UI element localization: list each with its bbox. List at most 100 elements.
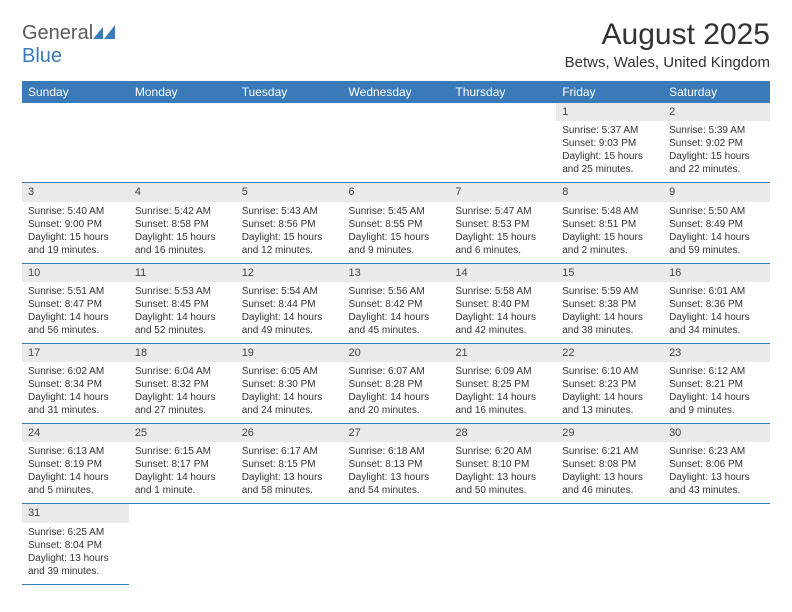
calendar-cell-empty (663, 504, 770, 584)
sunrise-line: Sunrise: 6:21 AM (562, 445, 657, 458)
day-body: Sunrise: 6:05 AMSunset: 8:30 PMDaylight:… (236, 362, 343, 423)
brand-name-a: General (22, 22, 93, 44)
day-body: Sunrise: 5:48 AMSunset: 8:51 PMDaylight:… (556, 202, 663, 263)
daylight-line: Daylight: 15 hours and 19 minutes. (28, 231, 123, 257)
daylight-line: Daylight: 13 hours and 50 minutes. (455, 471, 550, 497)
calendar-cell-empty (129, 504, 236, 584)
page-header: GeneralBlue August 2025 Betws, Wales, Un… (22, 18, 770, 71)
calendar-cell: 8Sunrise: 5:48 AMSunset: 8:51 PMDaylight… (556, 183, 663, 263)
day-body: Sunrise: 6:13 AMSunset: 8:19 PMDaylight:… (22, 442, 129, 503)
daylight-line: Daylight: 14 hours and 5 minutes. (28, 471, 123, 497)
daylight-line: Daylight: 13 hours and 39 minutes. (28, 552, 123, 578)
location-text: Betws, Wales, United Kingdom (565, 54, 770, 71)
title-block: August 2025 Betws, Wales, United Kingdom (565, 18, 770, 71)
sunrise-line: Sunrise: 6:09 AM (455, 365, 550, 378)
day-number: 8 (556, 183, 663, 201)
calendar-cell: 21Sunrise: 6:09 AMSunset: 8:25 PMDayligh… (449, 343, 556, 423)
calendar-cell: 27Sunrise: 6:18 AMSunset: 8:13 PMDayligh… (343, 424, 450, 504)
sunset-line: Sunset: 8:40 PM (455, 298, 550, 311)
sunset-line: Sunset: 8:28 PM (349, 378, 444, 391)
sunset-line: Sunset: 8:08 PM (562, 458, 657, 471)
day-body: Sunrise: 6:02 AMSunset: 8:34 PMDaylight:… (22, 362, 129, 423)
daylight-line: Daylight: 13 hours and 43 minutes. (669, 471, 764, 497)
day-number: 2 (663, 103, 770, 121)
day-number: 12 (236, 264, 343, 282)
calendar-cell: 3Sunrise: 5:40 AMSunset: 9:00 PMDaylight… (22, 183, 129, 263)
daylight-line: Daylight: 15 hours and 12 minutes. (242, 231, 337, 257)
calendar-cell: 31Sunrise: 6:25 AMSunset: 8:04 PMDayligh… (22, 504, 129, 584)
day-number: 10 (22, 264, 129, 282)
daylight-line: Daylight: 14 hours and 56 minutes. (28, 311, 123, 337)
day-body: Sunrise: 5:56 AMSunset: 8:42 PMDaylight:… (343, 282, 450, 343)
daylight-line: Daylight: 14 hours and 59 minutes. (669, 231, 764, 257)
calendar-cell-empty (236, 103, 343, 183)
day-number: 24 (22, 424, 129, 442)
daylight-line: Daylight: 14 hours and 49 minutes. (242, 311, 337, 337)
calendar-cell-empty (449, 504, 556, 584)
calendar-cell-empty (556, 504, 663, 584)
daylight-line: Daylight: 15 hours and 22 minutes. (669, 150, 764, 176)
calendar-cell: 19Sunrise: 6:05 AMSunset: 8:30 PMDayligh… (236, 343, 343, 423)
calendar-cell: 18Sunrise: 6:04 AMSunset: 8:32 PMDayligh… (129, 343, 236, 423)
sunset-line: Sunset: 8:34 PM (28, 378, 123, 391)
brand-logo: GeneralBlue (22, 22, 115, 68)
day-number: 1 (556, 103, 663, 121)
daylight-line: Daylight: 14 hours and 42 minutes. (455, 311, 550, 337)
day-number: 15 (556, 264, 663, 282)
daylight-line: Daylight: 14 hours and 1 minute. (135, 471, 230, 497)
calendar-cell: 10Sunrise: 5:51 AMSunset: 8:47 PMDayligh… (22, 263, 129, 343)
calendar-cell: 24Sunrise: 6:13 AMSunset: 8:19 PMDayligh… (22, 424, 129, 504)
sunset-line: Sunset: 8:58 PM (135, 218, 230, 231)
sunset-line: Sunset: 8:38 PM (562, 298, 657, 311)
brand-name-b: Blue (22, 45, 62, 67)
day-body: Sunrise: 5:37 AMSunset: 9:03 PMDaylight:… (556, 121, 663, 182)
sunset-line: Sunset: 9:03 PM (562, 137, 657, 150)
sunrise-line: Sunrise: 6:04 AM (135, 365, 230, 378)
calendar-cell: 17Sunrise: 6:02 AMSunset: 8:34 PMDayligh… (22, 343, 129, 423)
calendar-cell: 14Sunrise: 5:58 AMSunset: 8:40 PMDayligh… (449, 263, 556, 343)
day-number: 6 (343, 183, 450, 201)
calendar-cell-empty (343, 103, 450, 183)
day-number: 19 (236, 344, 343, 362)
sunrise-line: Sunrise: 6:17 AM (242, 445, 337, 458)
sunrise-line: Sunrise: 5:39 AM (669, 124, 764, 137)
day-number: 14 (449, 264, 556, 282)
sunrise-line: Sunrise: 5:47 AM (455, 205, 550, 218)
sunrise-line: Sunrise: 5:48 AM (562, 205, 657, 218)
calendar-body: 1Sunrise: 5:37 AMSunset: 9:03 PMDaylight… (22, 103, 770, 584)
daylight-line: Daylight: 14 hours and 27 minutes. (135, 391, 230, 417)
daylight-line: Daylight: 14 hours and 9 minutes. (669, 391, 764, 417)
sunrise-line: Sunrise: 6:05 AM (242, 365, 337, 378)
day-body: Sunrise: 6:01 AMSunset: 8:36 PMDaylight:… (663, 282, 770, 343)
sunrise-line: Sunrise: 5:42 AM (135, 205, 230, 218)
sunset-line: Sunset: 8:19 PM (28, 458, 123, 471)
day-body: Sunrise: 5:59 AMSunset: 8:38 PMDaylight:… (556, 282, 663, 343)
day-number: 27 (343, 424, 450, 442)
calendar-cell: 4Sunrise: 5:42 AMSunset: 8:58 PMDaylight… (129, 183, 236, 263)
sunrise-line: Sunrise: 5:43 AM (242, 205, 337, 218)
calendar-cell: 9Sunrise: 5:50 AMSunset: 8:49 PMDaylight… (663, 183, 770, 263)
sunset-line: Sunset: 8:06 PM (669, 458, 764, 471)
daylight-line: Daylight: 14 hours and 52 minutes. (135, 311, 230, 337)
daylight-line: Daylight: 15 hours and 16 minutes. (135, 231, 230, 257)
calendar-cell-empty (449, 103, 556, 183)
calendar-cell: 20Sunrise: 6:07 AMSunset: 8:28 PMDayligh… (343, 343, 450, 423)
sunset-line: Sunset: 9:00 PM (28, 218, 123, 231)
day-body: Sunrise: 6:15 AMSunset: 8:17 PMDaylight:… (129, 442, 236, 503)
day-number: 13 (343, 264, 450, 282)
sunrise-line: Sunrise: 6:10 AM (562, 365, 657, 378)
day-number: 22 (556, 344, 663, 362)
sunrise-line: Sunrise: 6:07 AM (349, 365, 444, 378)
day-body: Sunrise: 6:10 AMSunset: 8:23 PMDaylight:… (556, 362, 663, 423)
sunset-line: Sunset: 9:02 PM (669, 137, 764, 150)
sunset-line: Sunset: 8:04 PM (28, 539, 123, 552)
day-body: Sunrise: 6:17 AMSunset: 8:15 PMDaylight:… (236, 442, 343, 503)
day-number: 30 (663, 424, 770, 442)
day-number: 20 (343, 344, 450, 362)
calendar-cell: 13Sunrise: 5:56 AMSunset: 8:42 PMDayligh… (343, 263, 450, 343)
weekday-header: Monday (129, 81, 236, 103)
sunrise-line: Sunrise: 6:13 AM (28, 445, 123, 458)
day-body: Sunrise: 6:04 AMSunset: 8:32 PMDaylight:… (129, 362, 236, 423)
sunrise-line: Sunrise: 5:59 AM (562, 285, 657, 298)
weekday-header: Sunday (22, 81, 129, 103)
